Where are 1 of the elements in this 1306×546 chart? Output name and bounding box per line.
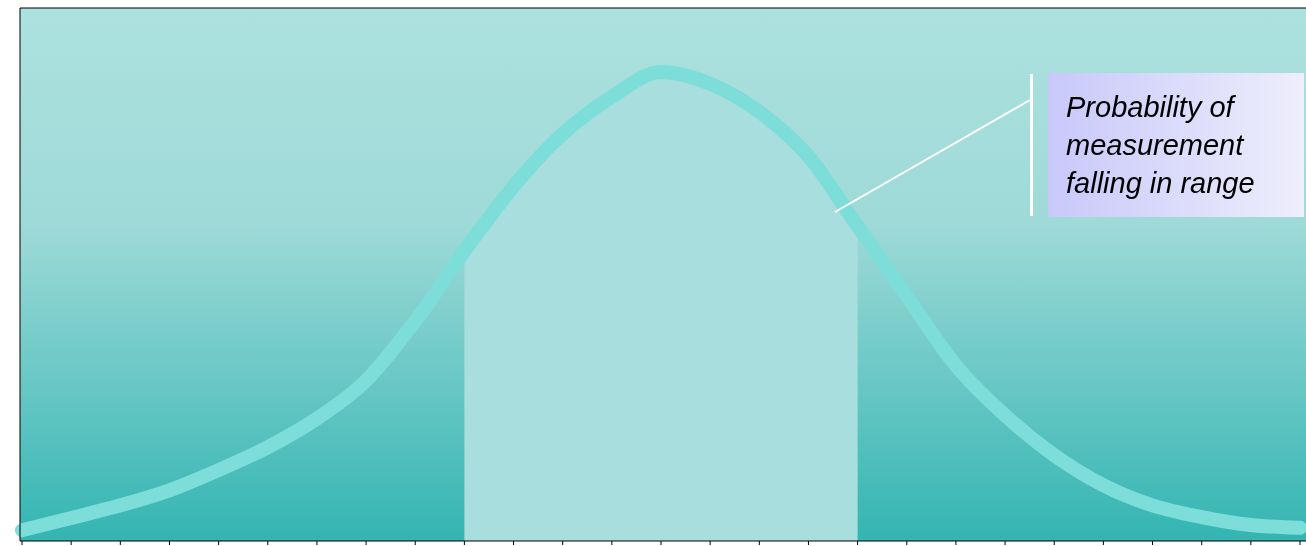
annotation: Probability of measurement falling in range bbox=[1066, 91, 1255, 199]
